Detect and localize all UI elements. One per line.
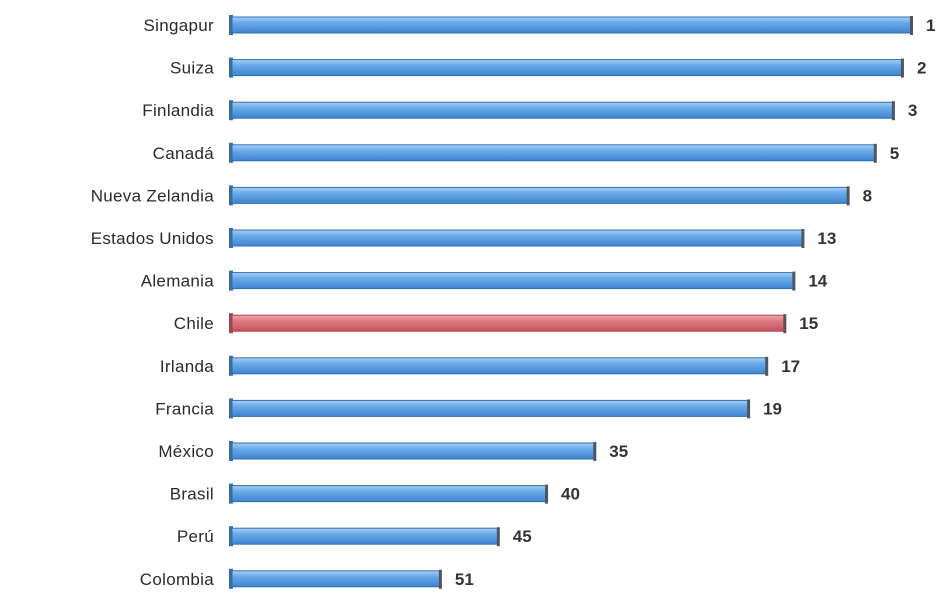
bar-cap xyxy=(229,142,233,163)
category-label: Finlandia xyxy=(142,101,214,120)
bar xyxy=(231,399,750,417)
bar xyxy=(231,59,904,77)
category-label: Brasil xyxy=(170,485,214,504)
bar-cap xyxy=(229,270,233,291)
bar-row: Singapur 1 xyxy=(144,15,935,35)
bar-row: Alemania 14 xyxy=(141,270,828,291)
bar-cap xyxy=(229,441,233,461)
bar-end xyxy=(747,399,751,419)
chart-rows: Singapur 1 Suiza 2 Finlandia 3 Canadá 5 Nueva Ze… xyxy=(91,15,935,589)
category-label: Chile xyxy=(174,314,214,333)
bar xyxy=(231,272,795,290)
bar-row: Irlanda 17 xyxy=(160,355,800,376)
value-label: 2 xyxy=(917,59,926,78)
bar-end xyxy=(900,58,904,78)
bar-cap xyxy=(229,100,233,121)
value-label: 5 xyxy=(890,144,899,163)
bar-cap xyxy=(229,568,233,589)
category-label: Irlanda xyxy=(160,357,214,376)
bar-row: Francia 19 xyxy=(155,398,782,419)
category-label: Suiza xyxy=(170,59,214,78)
bar-row: Nueva Zelandia 8 xyxy=(91,185,872,206)
bar-end xyxy=(873,143,877,163)
bar xyxy=(231,144,877,162)
category-label: Estados Unidos xyxy=(91,229,214,248)
bar-end xyxy=(891,101,895,121)
bar-row: México 35 xyxy=(158,441,628,461)
bar xyxy=(231,570,442,588)
bar-row: Brasil 40 xyxy=(170,483,580,504)
bar-cap xyxy=(229,57,233,78)
bar-row: Canadá 5 xyxy=(153,142,899,163)
bar-row: Colombia 51 xyxy=(140,568,474,589)
value-label: 14 xyxy=(808,272,827,291)
value-label: 35 xyxy=(609,442,628,461)
bar xyxy=(231,16,913,34)
category-label: Canadá xyxy=(153,144,215,163)
bar-cap xyxy=(229,398,233,419)
bar-end xyxy=(496,527,500,547)
bar-end xyxy=(438,569,442,589)
value-label: 3 xyxy=(908,101,917,120)
bar xyxy=(231,101,895,119)
value-label: 15 xyxy=(799,314,818,333)
bar xyxy=(231,442,596,460)
value-label: 19 xyxy=(763,399,782,418)
bar-cap xyxy=(229,185,233,206)
category-label: Nueva Zelandia xyxy=(91,186,215,205)
bar-end xyxy=(846,186,850,206)
bar xyxy=(231,357,768,375)
category-label: Colombia xyxy=(140,570,214,589)
bar-row: Finlandia 3 xyxy=(142,100,917,121)
bar-row: Chile 15 xyxy=(174,313,818,334)
bar-end xyxy=(801,229,805,248)
bar-end xyxy=(765,356,769,376)
bar-cap xyxy=(229,15,233,35)
bar-row: Estados Unidos 13 xyxy=(91,228,836,248)
category-label: Francia xyxy=(155,399,214,418)
bar-end xyxy=(792,271,796,291)
value-label: 40 xyxy=(561,485,580,504)
bar-row: Suiza 2 xyxy=(170,57,926,78)
bar-cap xyxy=(229,526,233,547)
category-label: México xyxy=(158,442,214,461)
category-label: Perú xyxy=(177,527,214,546)
highlight-bar xyxy=(231,314,786,332)
bar-cap xyxy=(229,355,233,376)
bar xyxy=(231,186,850,204)
bar-end xyxy=(783,314,787,334)
bar xyxy=(231,229,804,247)
bar-end xyxy=(593,442,597,461)
bar-cap xyxy=(229,483,233,504)
bar-cap xyxy=(229,313,233,334)
bar-row: Perú 45 xyxy=(177,526,532,547)
value-label: 17 xyxy=(781,357,800,376)
category-label: Alemania xyxy=(141,272,215,291)
value-label: 45 xyxy=(513,527,532,546)
bar-cap xyxy=(229,228,233,248)
bar xyxy=(231,485,548,503)
value-label: 8 xyxy=(863,186,872,205)
category-label: Singapur xyxy=(144,16,214,35)
value-label: 13 xyxy=(817,229,836,248)
value-label: 1 xyxy=(926,16,935,35)
bar xyxy=(231,527,500,545)
bar-end xyxy=(910,16,913,35)
bar-end xyxy=(545,484,549,504)
value-label: 51 xyxy=(455,570,474,589)
